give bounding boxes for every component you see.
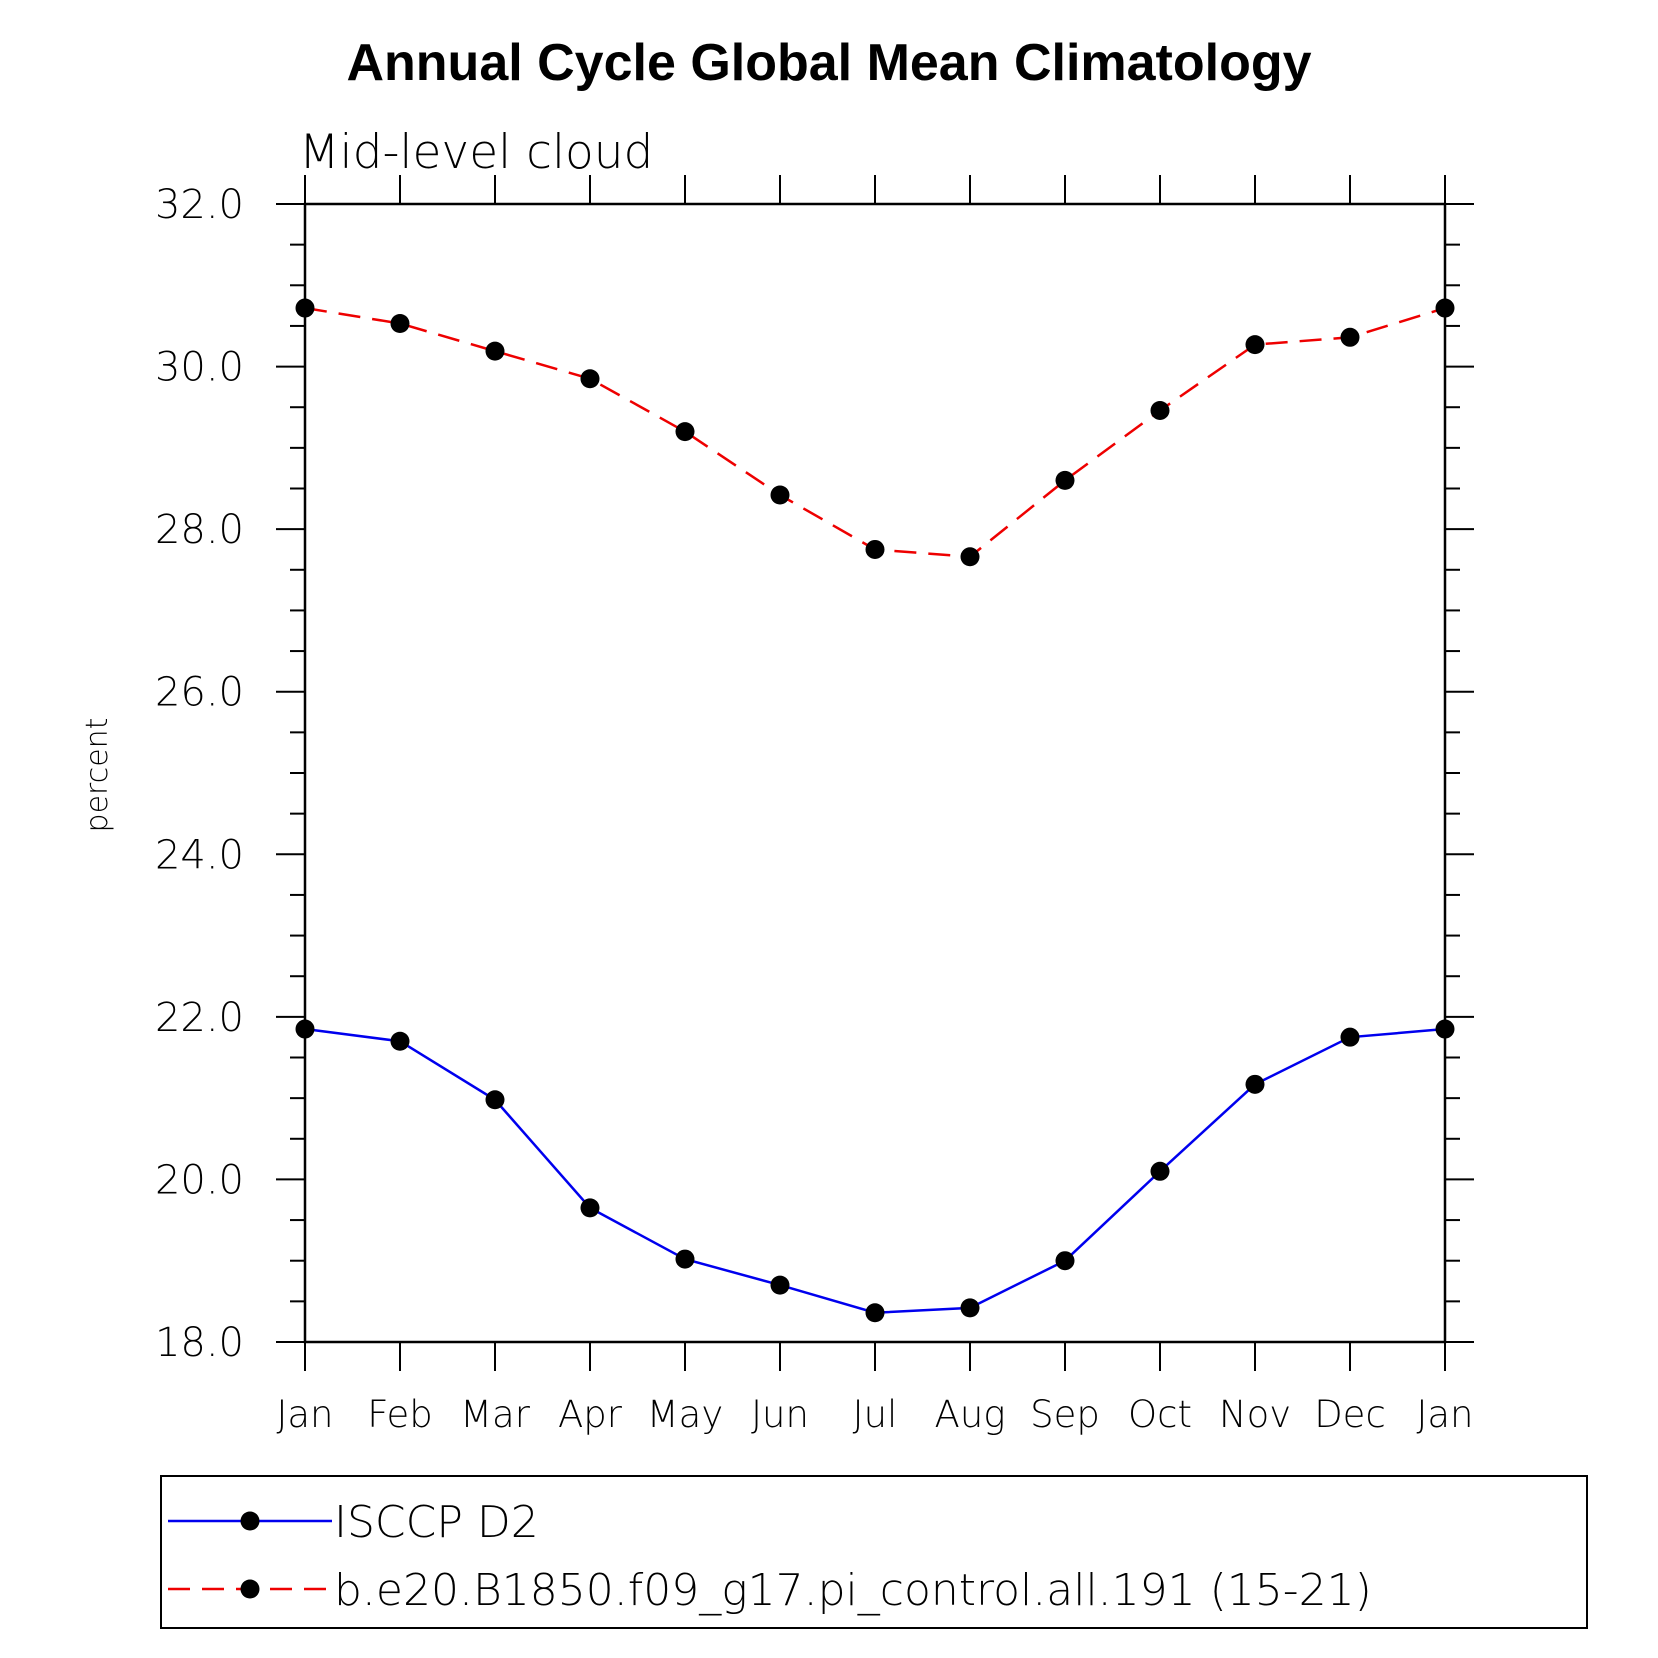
x-tick-labels: Jan Feb Mar Apr May Jun Jul Aug Sep Oct Nov Dec Jan: [276, 1393, 1473, 1436]
x-tick-label: Jul: [853, 1393, 898, 1436]
x-tick-label: Jan: [1416, 1393, 1473, 1436]
data-point: [675, 422, 695, 442]
x-tick-label: Apr: [558, 1393, 623, 1436]
y-tick-labels: 18.0 20.0 22.0 24.0 26.0 28.0 30.0 32.0: [155, 182, 244, 1366]
legend-label: ISCCP D2: [334, 1497, 539, 1548]
x-tick-label: May: [647, 1393, 724, 1436]
data-point: [1340, 327, 1360, 347]
legend-item-1: ISCCP D2: [168, 1497, 539, 1548]
data-point: [770, 485, 790, 505]
axis-ticks: [276, 175, 1474, 1371]
y-tick-label: 30.0: [155, 345, 244, 391]
data-point: [770, 1275, 790, 1295]
data-point: [865, 1303, 885, 1323]
series-2: [295, 298, 1455, 567]
legend-marker: [240, 1511, 260, 1531]
legend: ISCCP D2 b.e20.B1850.f09_g17.pi_control.a…: [160, 1475, 1588, 1629]
legend-box: [160, 1475, 1588, 1629]
legend-item-2: b.e20.B1850.f09_g17.pi_control.all.191 (…: [168, 1565, 1372, 1616]
x-tick-label: Dec: [1314, 1393, 1386, 1436]
data-point: [1245, 335, 1265, 355]
data-point: [865, 539, 885, 559]
legend-marker: [240, 1579, 260, 1599]
chart-title: Annual Cycle Global Mean Climatology: [346, 34, 1311, 92]
series-line: [304, 1027, 1446, 1314]
x-tick-label: Sep: [1030, 1393, 1100, 1436]
data-point: [1055, 470, 1075, 490]
series-line: [304, 306, 1446, 559]
data-point: [1435, 1019, 1455, 1039]
y-tick-label: 18.0: [155, 1320, 244, 1366]
plot-frame: [303, 202, 1447, 1344]
data-point: [390, 1031, 410, 1051]
series: [295, 298, 1455, 1323]
series-1: [295, 1019, 1455, 1323]
data-point: [485, 341, 505, 361]
data-point: [580, 1198, 600, 1218]
data-point: [1055, 1251, 1075, 1271]
data-point: [1245, 1074, 1265, 1094]
data-point: [295, 1019, 315, 1039]
data-point: [580, 369, 600, 389]
data-point: [675, 1249, 695, 1269]
legend-label: b.e20.B1850.f09_g17.pi_control.all.191 (…: [334, 1565, 1372, 1616]
x-tick-label: Mar: [460, 1393, 531, 1436]
data-point: [960, 1298, 980, 1318]
x-tick-label: Jun: [751, 1393, 809, 1436]
data-point: [1150, 1161, 1170, 1181]
x-tick-label: Nov: [1219, 1393, 1291, 1436]
data-point: [1340, 1027, 1360, 1047]
y-tick-label: 20.0: [155, 1157, 244, 1203]
y-tick-label: 22.0: [155, 995, 244, 1041]
y-tick-label: 24.0: [155, 832, 244, 878]
axes: [303, 202, 1447, 1344]
x-tick-label: Oct: [1128, 1393, 1192, 1436]
x-tick-label: Feb: [367, 1393, 433, 1436]
y-tick-label: 32.0: [155, 182, 244, 228]
data-point: [1150, 400, 1170, 420]
x-tick-label: Aug: [935, 1393, 1006, 1436]
chart-subtitle: Mid-level cloud: [299, 125, 653, 180]
data-point: [1435, 298, 1455, 318]
data-point: [390, 313, 410, 333]
y-axis-label: percent: [80, 718, 115, 833]
y-tick-label: 26.0: [155, 670, 244, 716]
y-tick-label: 28.0: [155, 507, 244, 553]
x-tick-label: Jan: [276, 1393, 333, 1436]
data-point: [485, 1090, 505, 1110]
data-point: [295, 298, 315, 318]
data-point: [960, 547, 980, 567]
